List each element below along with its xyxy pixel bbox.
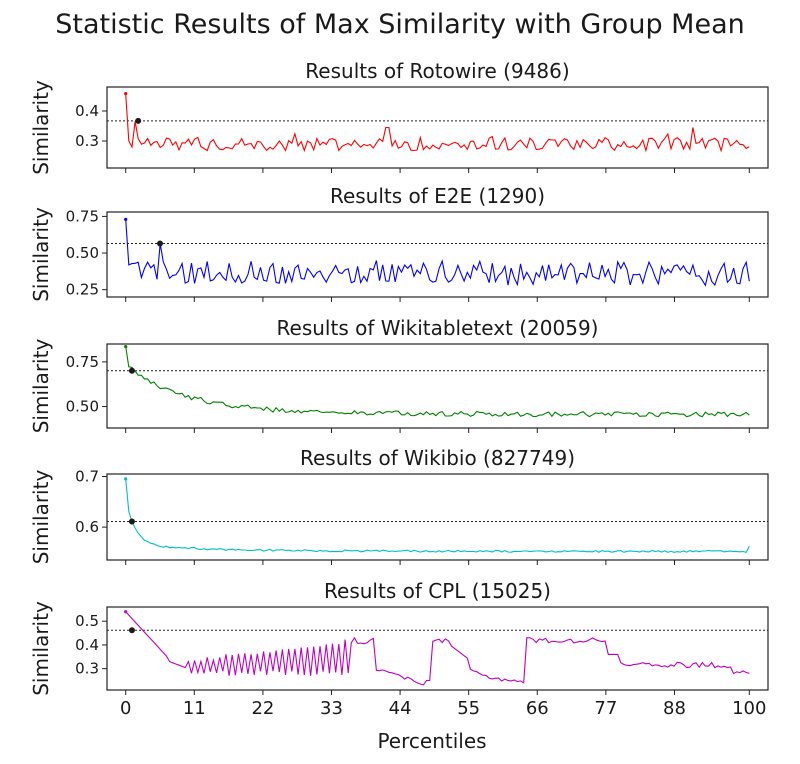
series-line	[125, 478, 750, 553]
max-similarity-point	[128, 518, 135, 525]
subplot-title: Results of CPL (15025)	[324, 579, 551, 603]
y-tick-label: 0.50	[66, 244, 99, 262]
series-line	[125, 346, 750, 418]
start-point	[124, 477, 128, 481]
subplot-title: Results of Wikibio (827749)	[300, 446, 575, 470]
x-axis: 0 11 22 33 44 55 66 77 88 100	[120, 698, 766, 719]
max-similarity-point	[128, 627, 135, 634]
y-tick-label: 0.50	[66, 398, 99, 416]
subplot-title: Results of E2E (1290)	[330, 184, 545, 208]
y-axis-label: Similarity	[29, 207, 53, 302]
plot-frame	[106, 473, 769, 561]
plot-frame	[106, 343, 769, 429]
x-tick-label: 77	[594, 698, 617, 719]
x-tick-label: 44	[389, 698, 412, 719]
y-tick-label: 0.5	[75, 612, 99, 630]
start-point	[124, 92, 128, 96]
start-point	[124, 344, 128, 349]
x-tick-label: 22	[251, 698, 274, 719]
plot-frame	[106, 606, 769, 691]
subplot-3: Results of Wikibio (827749) Similarity 0.6…	[29, 446, 769, 565]
subplot-2: Results of Wikitabletext (20059) Similari…	[29, 316, 769, 434]
y-axis-label: Similarity	[29, 601, 53, 696]
plot-frame	[106, 86, 769, 169]
y-axis-label: Similarity	[29, 339, 53, 434]
y-tick-label: 0.4	[75, 102, 99, 120]
y-tick-label: 0.75	[66, 207, 99, 225]
subplot-title: Results of Wikitabletext (20059)	[277, 316, 599, 340]
max-similarity-point	[135, 117, 142, 124]
subplot-1: Results of E2E (1290) Similarity 0.25 0.50 0…	[29, 184, 769, 302]
x-tick-label: 100	[732, 698, 766, 719]
subplot-0: Results of Rotowire (9486) Similarity 0.3 0…	[29, 59, 769, 175]
y-tick-label: 0.3	[75, 660, 99, 678]
y-axis-label: Similarity	[29, 80, 53, 175]
series-line	[125, 93, 750, 153]
x-tick-label: 88	[663, 698, 686, 719]
y-tick-label: 0.7	[75, 468, 99, 486]
y-axis-label: Similarity	[29, 470, 53, 565]
subplot-4: Results of CPL (15025) Similarity 0.3 0.4 0.…	[29, 579, 769, 696]
y-tick-label: 0.75	[66, 353, 99, 371]
x-tick-label: 33	[320, 698, 343, 719]
y-tick-label: 0.25	[66, 281, 99, 299]
max-similarity-point	[157, 240, 164, 247]
max-similarity-point	[128, 367, 135, 374]
series-line	[125, 611, 750, 686]
x-tick-label: 66	[526, 698, 549, 719]
series-line	[125, 219, 750, 287]
y-tick-label: 0.6	[75, 518, 99, 536]
x-axis-label: Percentiles	[377, 729, 486, 753]
x-tick-label: 55	[457, 698, 480, 719]
y-tick-label: 0.4	[75, 636, 99, 654]
start-point	[124, 217, 128, 221]
x-tick-label: 0	[120, 698, 131, 719]
y-tick-label: 0.3	[75, 132, 99, 150]
start-point	[124, 610, 128, 614]
plot-frame	[106, 211, 769, 298]
subplot-title: Results of Rotowire (9486)	[305, 59, 569, 83]
panels: Results of Rotowire (9486) Similarity 0.3 0…	[29, 59, 769, 696]
figure-title: Statistic Results of Max Similarity with…	[55, 9, 744, 40]
x-tick-label: 11	[183, 698, 206, 719]
